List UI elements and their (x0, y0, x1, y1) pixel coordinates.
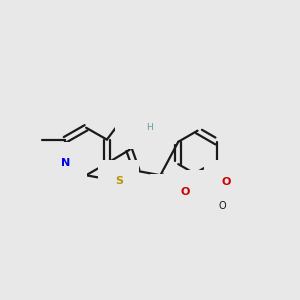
Text: O: O (219, 201, 226, 211)
Text: H: H (133, 113, 140, 122)
Text: O: O (221, 177, 230, 187)
Text: H: H (146, 123, 153, 132)
Text: S: S (115, 176, 123, 186)
Text: O: O (181, 187, 190, 196)
Text: N: N (132, 123, 141, 133)
Text: O: O (167, 190, 176, 200)
Text: N: N (61, 158, 70, 168)
